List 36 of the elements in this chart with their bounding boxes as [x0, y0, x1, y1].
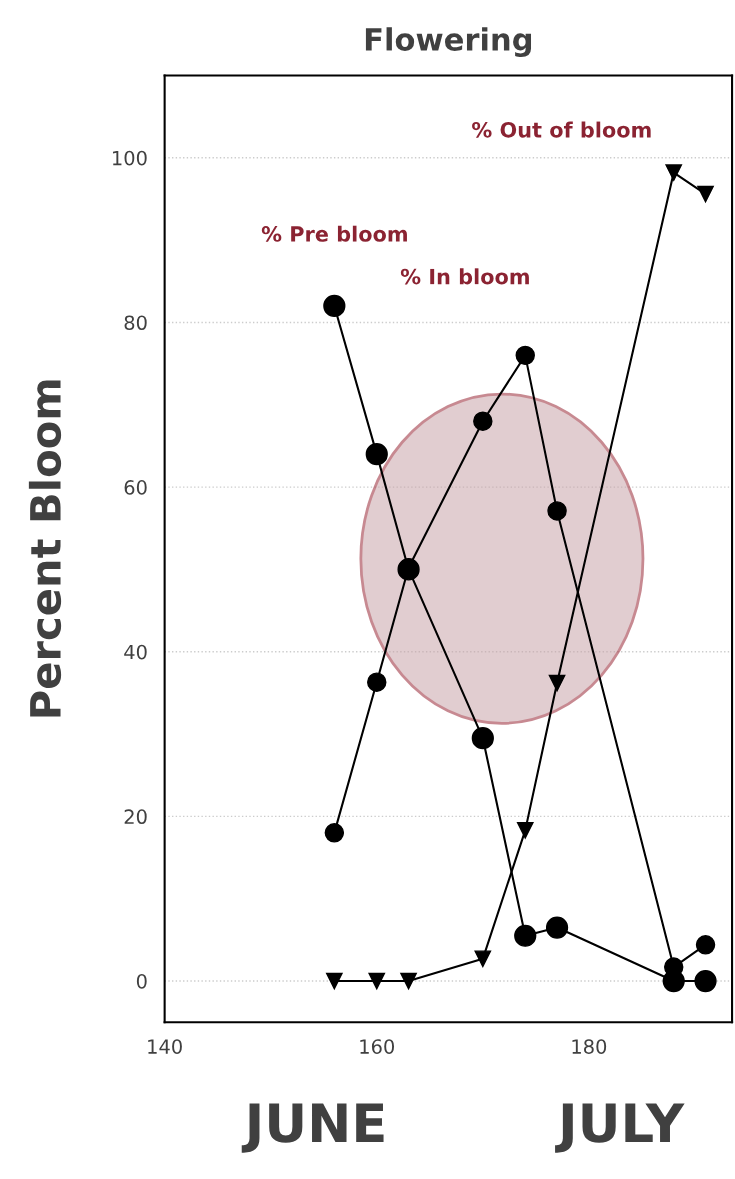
y-tick-label: 100 — [112, 150, 147, 166]
annotation: % Out of bloom — [472, 121, 651, 138]
point — [323, 294, 346, 318]
point — [548, 674, 566, 692]
y-tick-label: 80 — [124, 315, 147, 331]
point — [515, 345, 535, 366]
x-tick-label: 180 — [572, 1039, 607, 1054]
point — [326, 972, 343, 990]
y-tick-label: 60 — [124, 480, 147, 495]
text: JULY — [555, 1103, 685, 1153]
x-tick-label: 160 — [360, 1039, 395, 1054]
point — [665, 164, 683, 181]
point — [474, 950, 492, 968]
point — [471, 727, 494, 750]
point — [547, 501, 567, 521]
y-tick-label: 40 — [124, 644, 147, 660]
point — [473, 411, 493, 431]
y-tick-label: 0 — [136, 973, 147, 989]
text: JUNE — [241, 1103, 384, 1153]
x-tick-label: 140 — [148, 1039, 182, 1054]
point — [367, 672, 387, 692]
point — [368, 972, 386, 990]
point — [694, 969, 717, 993]
point — [324, 823, 345, 843]
y-axis-title: Percent Bloom — [28, 380, 62, 717]
point — [365, 443, 388, 466]
annotation: % Pre bloom — [261, 225, 407, 242]
point — [697, 185, 714, 203]
point — [516, 822, 534, 839]
y-tick-label: 20 — [124, 809, 147, 825]
point — [545, 916, 569, 939]
point — [514, 924, 537, 947]
chart-title: Flowering — [365, 27, 532, 58]
point — [400, 972, 417, 990]
point — [695, 935, 716, 955]
annotation: % In bloom — [400, 268, 529, 285]
